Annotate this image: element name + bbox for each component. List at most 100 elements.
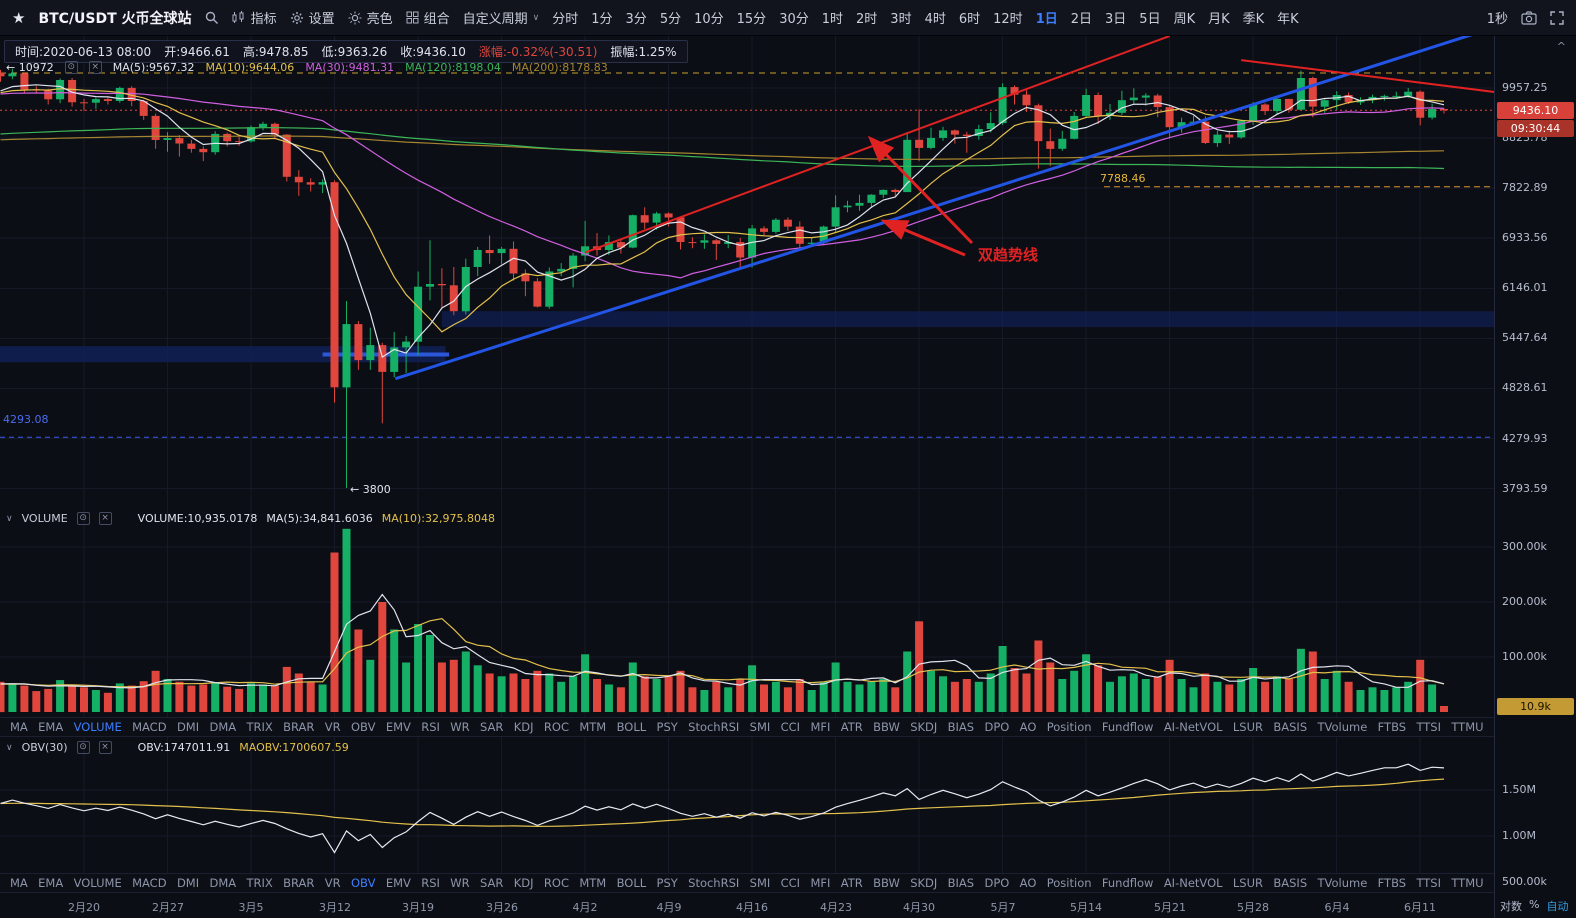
scale-option-percent[interactable]: % <box>1529 898 1540 911</box>
collapse-pane-icon[interactable]: ∨ <box>6 742 13 753</box>
indicator-tab-ftbs[interactable]: FTBS <box>1377 720 1407 734</box>
indicator-tab-ma[interactable]: MA <box>10 720 28 734</box>
indicator-tab-volume[interactable]: VOLUME <box>73 876 122 890</box>
period-3时[interactable]: 3时 <box>890 12 912 27</box>
chevron-up-icon[interactable]: ^ <box>1556 40 1566 53</box>
period-6时[interactable]: 6时 <box>958 12 981 27</box>
indicator-tab-bias[interactable]: BIAS <box>947 720 975 734</box>
indicator-tab-bbw[interactable]: BBW <box>873 720 900 734</box>
period-3分[interactable]: 3分 <box>625 12 647 27</box>
period-1时[interactable]: 1时 <box>821 12 844 27</box>
indicator-tab-macd[interactable]: MACD <box>132 720 167 734</box>
indicator-tab-sar[interactable]: SAR <box>480 720 504 734</box>
indicator-tab-emv[interactable]: EMV <box>385 720 411 734</box>
indicator-tab-psy[interactable]: PSY <box>656 876 678 890</box>
indicator-tab-ttmu[interactable]: TTMU <box>1451 720 1484 734</box>
refresh-interval[interactable]: 1秒 <box>1486 12 1508 27</box>
indicator-tab-boll[interactable]: BOLL <box>616 876 647 890</box>
indicator-tab-cci[interactable]: CCI <box>780 720 801 734</box>
indicator-tab-dmi[interactable]: DMI <box>176 876 200 890</box>
favorite-star-icon[interactable]: ★ <box>12 8 26 27</box>
indicator-tab-roc[interactable]: ROC <box>543 720 569 734</box>
indicator-tab-macd[interactable]: MACD <box>132 876 167 890</box>
scale-option-log[interactable]: 对数 <box>1500 900 1522 913</box>
indicator-tab-ao[interactable]: AO <box>1019 876 1037 890</box>
eye-icon[interactable]: ⊙ <box>76 741 90 754</box>
indicator-tab-skdj[interactable]: SKDJ <box>910 720 938 734</box>
indicator-tab-dpo[interactable]: DPO <box>984 876 1010 890</box>
scale-option-auto[interactable]: 自动 <box>1546 900 1569 913</box>
period-30分[interactable]: 30分 <box>779 12 809 27</box>
indicator-tab-lsur[interactable]: LSUR <box>1232 720 1264 734</box>
alert-low-label[interactable]: 4293.08 <box>3 413 49 426</box>
period-3日[interactable]: 3日 <box>1105 12 1127 27</box>
indicator-tab-tvolume[interactable]: TVolume <box>1317 720 1368 734</box>
indicator-tab-brar[interactable]: BRAR <box>283 720 315 734</box>
indicators-menu[interactable]: 指标 <box>232 8 277 27</box>
red-upper-line[interactable] <box>1241 59 1494 93</box>
indicator-tab-wr[interactable]: WR <box>450 720 470 734</box>
indicator-tab-vr[interactable]: VR <box>324 876 341 890</box>
indicator-tab-obv[interactable]: OBV <box>351 876 376 890</box>
indicator-tab-dmi[interactable]: DMI <box>176 720 200 734</box>
period-15分[interactable]: 15分 <box>736 12 767 27</box>
indicator-tab-dpo[interactable]: DPO <box>984 720 1010 734</box>
mid-level-label[interactable]: 7788.46 <box>1100 172 1146 185</box>
period-1日[interactable]: 1日 <box>1035 12 1058 27</box>
indicator-tab-ttsi[interactable]: TTSI <box>1416 720 1441 734</box>
indicator-tab-basis[interactable]: BASIS <box>1273 876 1308 890</box>
volume-chart-canvas[interactable] <box>0 508 1494 717</box>
custom-period-dropdown[interactable]: 自定义周期 ∨ <box>463 8 540 27</box>
close-icon[interactable]: × <box>98 512 112 525</box>
indicator-tab-kdj[interactable]: KDJ <box>513 720 534 734</box>
search-icon[interactable] <box>205 11 219 25</box>
indicator-tab-volume[interactable]: VOLUME <box>73 720 122 734</box>
period-4时[interactable]: 4时 <box>924 12 946 27</box>
indicator-tab-smi[interactable]: SMI <box>749 720 771 734</box>
period-年K[interactable]: 年K <box>1277 12 1299 27</box>
settings-menu[interactable]: 设置 <box>290 8 335 27</box>
indicator-tab-ttmu[interactable]: TTMU <box>1451 876 1484 890</box>
indicator-tab-atr[interactable]: ATR <box>840 876 863 890</box>
indicator-tab-mfi[interactable]: MFI <box>810 720 831 734</box>
fullscreen-icon[interactable] <box>1550 10 1564 25</box>
indicator-tab-ao[interactable]: AO <box>1019 720 1037 734</box>
period-2时[interactable]: 2时 <box>856 12 878 27</box>
indicator-tab-dma[interactable]: DMA <box>209 720 237 734</box>
period-月K[interactable]: 月K <box>1208 12 1230 27</box>
period-10分[interactable]: 10分 <box>694 12 724 27</box>
indicator-tab-mtm[interactable]: MTM <box>579 876 607 890</box>
layout-menu[interactable]: 组合 <box>406 8 450 27</box>
indicator-tab-trix[interactable]: TRIX <box>246 720 273 734</box>
indicator-tab-psy[interactable]: PSY <box>656 720 678 734</box>
indicator-tab-ma[interactable]: MA <box>10 876 28 890</box>
eye-icon[interactable]: ⊙ <box>76 512 90 525</box>
indicator-tab-kdj[interactable]: KDJ <box>513 876 534 890</box>
indicator-tab-lsur[interactable]: LSUR <box>1232 876 1264 890</box>
price-chart-canvas[interactable]: 7788.46 ← 3800 双趋势线 <box>0 36 1494 508</box>
indicator-tab-ftbs[interactable]: FTBS <box>1377 876 1407 890</box>
indicator-tab-mtm[interactable]: MTM <box>579 720 607 734</box>
indicator-tab-wr[interactable]: WR <box>450 876 470 890</box>
indicator-tab-emv[interactable]: EMV <box>385 876 411 890</box>
indicator-tab-bbw[interactable]: BBW <box>873 876 900 890</box>
indicator-tab-ttsi[interactable]: TTSI <box>1416 876 1441 890</box>
indicator-tab-obv[interactable]: OBV <box>351 720 376 734</box>
indicator-tab-basis[interactable]: BASIS <box>1273 720 1308 734</box>
indicator-tab-vr[interactable]: VR <box>324 720 341 734</box>
right-price-axis[interactable]: ^ 9436.10 09:30:44 10.9k 对数 % 自动 9957.25… <box>1494 36 1576 918</box>
indicator-tab-position[interactable]: Position <box>1046 720 1092 734</box>
collapse-pane-icon[interactable]: ∨ <box>6 513 13 524</box>
indicator-tab-mfi[interactable]: MFI <box>810 876 831 890</box>
indicator-tab-ai-netvol[interactable]: AI-NetVOL <box>1163 720 1223 734</box>
period-周K[interactable]: 周K <box>1173 12 1196 27</box>
camera-icon[interactable] <box>1521 10 1537 25</box>
indicator-tab-stochrsi[interactable]: StochRSI <box>688 720 740 734</box>
period-分时[interactable]: 分时 <box>552 12 579 27</box>
indicator-tab-sar[interactable]: SAR <box>480 876 504 890</box>
indicator-tab-trix[interactable]: TRIX <box>246 876 273 890</box>
indicator-tab-cci[interactable]: CCI <box>780 876 801 890</box>
indicator-tab-fundflow[interactable]: Fundflow <box>1101 720 1154 734</box>
indicator-tab-stochrsi[interactable]: StochRSI <box>688 876 740 890</box>
indicator-tab-skdj[interactable]: SKDJ <box>910 876 938 890</box>
